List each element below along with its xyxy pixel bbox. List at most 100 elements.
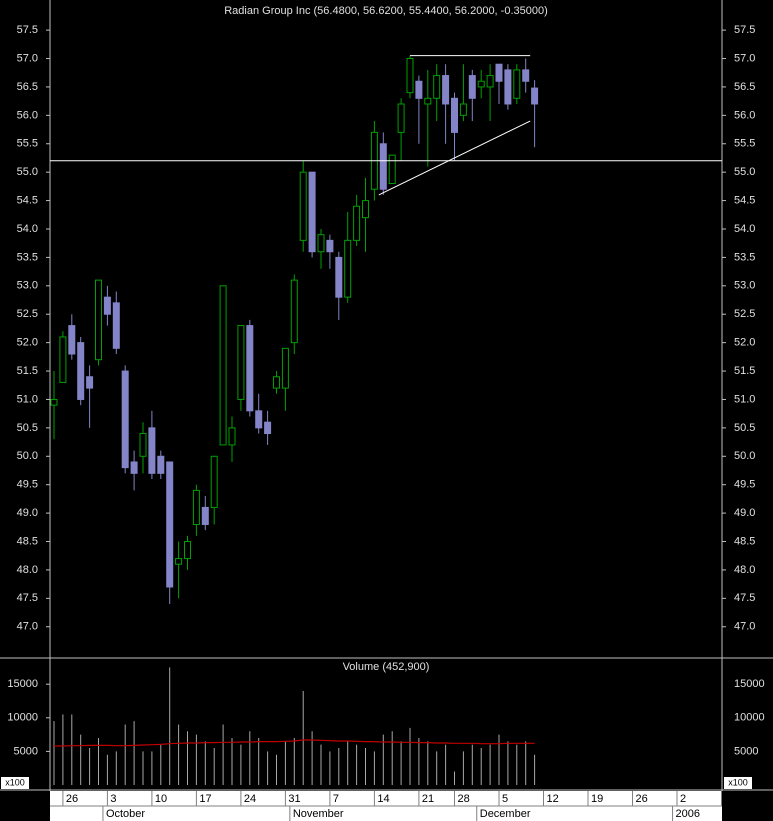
candle-body [166, 461, 174, 588]
chart-title: Radian Group Inc (56.4800, 56.6200, 55.4… [224, 5, 548, 17]
y-tick-label: 55.5 [734, 138, 755, 150]
y-tick-label: 50.0 [17, 450, 38, 462]
y-tick-label: 49.5 [17, 479, 38, 491]
candle-body [255, 410, 263, 429]
unit-box [724, 777, 752, 789]
candle-body [95, 279, 102, 361]
candle-body [442, 75, 450, 105]
candle-body [397, 103, 405, 133]
y-tick-label: 57.0 [17, 52, 38, 64]
x-tick-label: 14 [377, 793, 389, 805]
candle-body [68, 325, 76, 355]
candle-body [504, 69, 512, 105]
candle-body [201, 506, 209, 525]
candle-body [50, 398, 58, 406]
candle-body [406, 58, 414, 94]
candle-body [290, 279, 298, 344]
y-tick-label: 51.0 [17, 393, 38, 405]
candle-body [459, 103, 467, 116]
y-tick-label: 56.0 [17, 109, 38, 121]
x-tick-label: 26 [66, 793, 78, 805]
y-tick-label: 47.0 [734, 621, 755, 633]
candle-body [264, 421, 272, 435]
candle-body [335, 256, 343, 298]
y-tick-label: 47.5 [17, 592, 38, 604]
volume-tick-label: 5000 [14, 745, 38, 757]
candle-body [486, 75, 494, 88]
candle-body [219, 285, 227, 446]
x-tick-label: 3 [110, 793, 116, 805]
x-tick-label: 12 [547, 793, 559, 805]
candle-body [86, 376, 94, 389]
y-tick-label: 57.5 [17, 24, 38, 36]
y-tick-label: 51.5 [17, 365, 38, 377]
y-tick-label: 56.5 [17, 81, 38, 93]
y-tick-label: 49.0 [734, 507, 755, 519]
y-tick-label: 54.0 [734, 223, 755, 235]
y-tick-label: 51.5 [734, 365, 755, 377]
y-tick-label: 53.5 [17, 251, 38, 263]
y-tick-label: 56.5 [734, 81, 755, 93]
x-tick-label: 28 [458, 793, 470, 805]
volume-tick-label: 5000 [734, 745, 758, 757]
candle-body [415, 80, 423, 99]
candle-body [388, 154, 396, 185]
month-label: December [480, 808, 531, 820]
volume-title: Volume (452,900) [343, 661, 430, 673]
candle-body [121, 370, 129, 469]
y-tick-label: 49.5 [734, 479, 755, 491]
candle-body [192, 489, 200, 525]
candle-body [451, 97, 458, 133]
candle-body [308, 171, 316, 253]
candle-body [433, 75, 441, 99]
x-tick-label: 9 [725, 793, 731, 805]
y-tick-label: 50.0 [734, 450, 755, 462]
candle-body [157, 455, 165, 474]
y-tick-label: 49.0 [17, 507, 38, 519]
candle-body [175, 558, 183, 565]
y-tick-label: 48.5 [17, 535, 38, 547]
candle-body [77, 342, 85, 400]
y-tick-label: 50.5 [734, 422, 755, 434]
y-tick-label: 52.0 [17, 337, 38, 349]
volume-tick-label: 15000 [734, 678, 765, 690]
candle-body [531, 87, 539, 105]
y-tick-label: 47.5 [734, 592, 755, 604]
volume-ma [54, 739, 535, 747]
candle-body [103, 296, 111, 315]
month-label: October [106, 808, 145, 820]
y-tick-label: 51.0 [734, 393, 755, 405]
x-tick-label: 10 [155, 793, 167, 805]
trend-line [378, 120, 531, 196]
candle-body [130, 461, 138, 474]
y-tick-label: 53.0 [17, 280, 38, 292]
candle-body [299, 171, 307, 241]
candle-body [184, 541, 191, 560]
y-tick-label: 53.0 [734, 280, 755, 292]
y-tick-label: 48.0 [734, 564, 755, 576]
candle-body [379, 143, 387, 190]
x-tick-label: 2 [680, 793, 686, 805]
candle-body [317, 234, 325, 253]
candle-body [148, 427, 156, 474]
candle-body [495, 63, 503, 82]
unit-box [1, 777, 29, 789]
y-tick-label: 50.5 [17, 422, 38, 434]
candle-body [139, 433, 147, 457]
month-label: November [293, 808, 344, 820]
y-tick-label: 55.0 [734, 166, 755, 178]
candle-body [281, 347, 289, 389]
candle-body [246, 325, 254, 412]
candle-body [468, 75, 476, 99]
candle-body [59, 336, 67, 383]
candle-body [112, 302, 120, 349]
x-tick-label: 5 [502, 793, 508, 805]
month-label: 2006 [676, 808, 700, 820]
candle-body [522, 69, 530, 82]
y-tick-label: 47.0 [17, 621, 38, 633]
x-tick-label: 7 [333, 793, 339, 805]
volume-unit: x100 [728, 777, 748, 787]
y-tick-label: 52.5 [734, 308, 755, 320]
x-tick-label: 26 [636, 793, 648, 805]
